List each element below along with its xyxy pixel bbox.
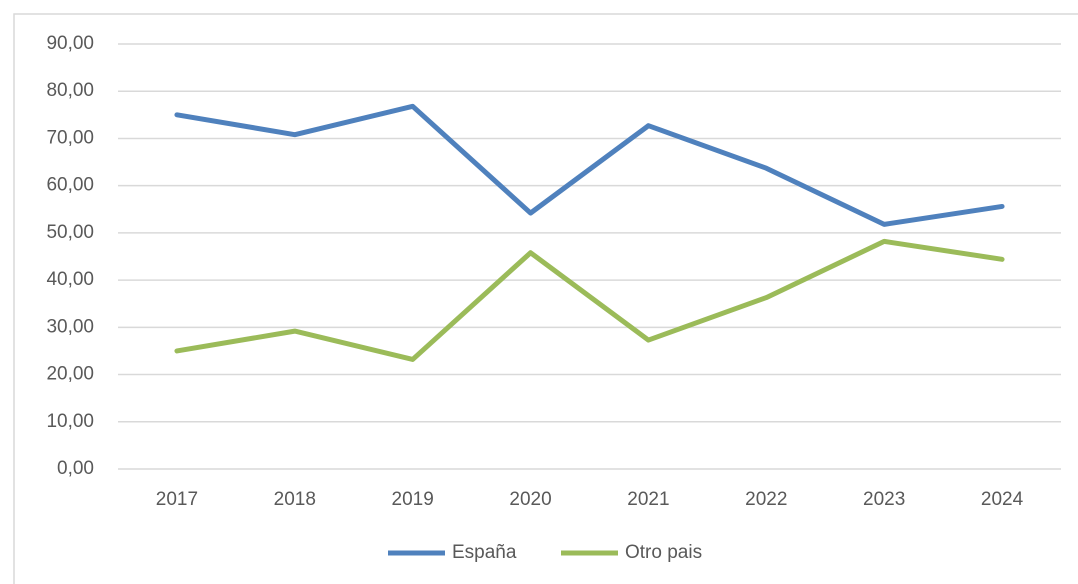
y-tick-label: 50,00 — [46, 222, 94, 243]
x-tick-label: 2017 — [156, 489, 198, 510]
x-tick-label: 2020 — [509, 489, 551, 510]
chart-frame — [13, 13, 1078, 584]
y-tick-label: 30,00 — [46, 316, 94, 337]
series-line — [174, 238, 1005, 362]
y-tick-label: 60,00 — [46, 175, 94, 196]
y-tick-label: 80,00 — [46, 80, 94, 101]
x-tick-label: 2019 — [392, 489, 434, 510]
y-tick-label: 40,00 — [46, 269, 94, 290]
x-tick-label: 2018 — [274, 489, 316, 510]
y-tick-label: 70,00 — [46, 127, 94, 148]
y-tick-label: 20,00 — [46, 364, 94, 385]
x-tick-label: 2024 — [981, 489, 1024, 510]
x-tick-label: 2022 — [745, 489, 787, 510]
series-line — [174, 103, 1005, 227]
legend-label: España — [452, 542, 517, 563]
y-tick-label: 0,00 — [57, 458, 94, 479]
legend-label: Otro pais — [625, 542, 702, 563]
y-tick-label: 90,00 — [46, 33, 94, 54]
x-tick-label: 2021 — [627, 489, 669, 510]
x-tick-label: 2023 — [863, 489, 905, 510]
y-tick-label: 10,00 — [46, 411, 94, 432]
